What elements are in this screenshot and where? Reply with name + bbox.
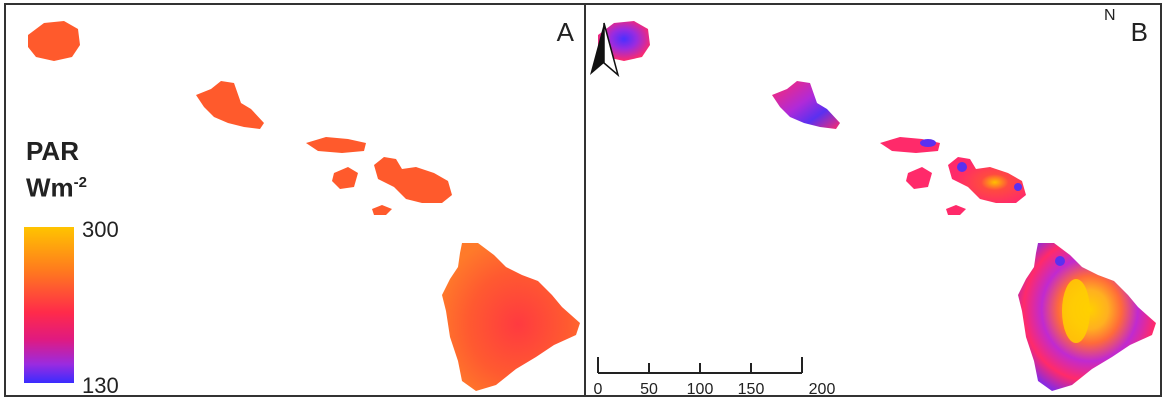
island-oahu — [196, 81, 264, 129]
map-panel-a: A PAR Wm-2 300 130 — [4, 3, 586, 397]
map-panel-b: B N 0 50 100 150 200 km — [584, 3, 1162, 397]
maui-low-zone — [957, 162, 967, 172]
scale-bar-graphic — [597, 357, 803, 374]
scale-tick-label: 100 — [686, 381, 714, 397]
hawaii-north-low-zone — [1055, 256, 1065, 266]
panel-b-label: B — [1130, 17, 1148, 47]
island-kahoolawe — [372, 205, 392, 215]
scale-tick-label: 150 — [737, 381, 765, 397]
island-oahu — [772, 81, 840, 129]
legend-colorbar — [24, 227, 74, 383]
hawaii-summit-high-zone — [1062, 279, 1090, 343]
island-kahoolawe — [946, 205, 966, 215]
island-molokai — [306, 137, 366, 153]
map-a-svg — [28, 21, 580, 391]
maui-east-low-zone — [1014, 183, 1022, 191]
legend-max-value: 300 — [82, 217, 119, 242]
scale-tick-label: 200 km — [808, 381, 836, 397]
island-maui — [948, 157, 1026, 203]
map-b-svg — [598, 21, 1156, 391]
north-arrow-letter: N — [1104, 7, 1116, 24]
scale-tick-label: 0 — [593, 381, 603, 397]
legend-title-line1: PAR — [26, 136, 79, 166]
legend-unit-exponent: -2 — [73, 174, 88, 191]
scale-tick-label: 50 — [640, 381, 658, 397]
island-maui — [374, 157, 452, 203]
panel-a-label: A — [556, 17, 574, 47]
island-lanai — [332, 167, 358, 189]
north-arrow-icon — [590, 22, 620, 78]
island-kauai — [28, 21, 80, 61]
legend-title: PAR Wm-2 — [26, 135, 87, 204]
legend-min-value: 130 — [82, 373, 119, 397]
legend-title-line2: Wm-2 — [26, 167, 87, 204]
island-lanai — [906, 167, 932, 189]
scale-bar: 0 50 100 150 200 km — [593, 353, 836, 397]
molokai-low-zone — [920, 139, 936, 147]
island-hawaii — [442, 243, 580, 391]
legend-unit-base: Wm — [26, 172, 74, 203]
